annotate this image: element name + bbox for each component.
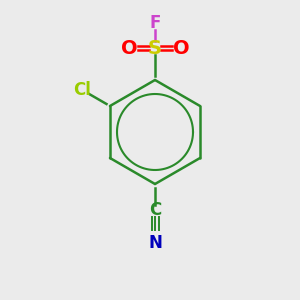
Text: C: C: [149, 201, 161, 219]
Text: S: S: [148, 38, 162, 58]
Text: Cl: Cl: [73, 81, 91, 99]
Text: F: F: [149, 14, 161, 32]
Text: O: O: [121, 38, 137, 58]
Text: O: O: [173, 38, 189, 58]
Text: N: N: [148, 234, 162, 252]
